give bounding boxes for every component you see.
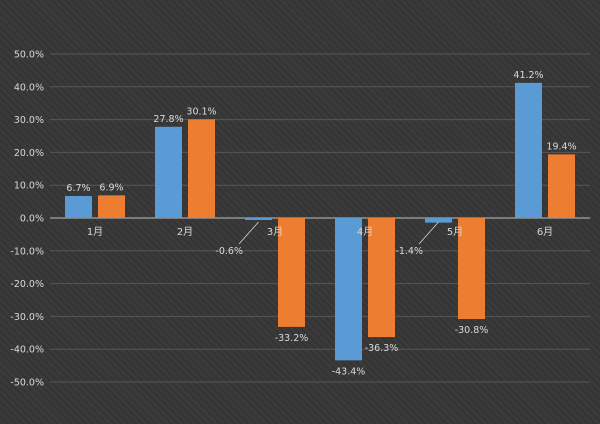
y-tick-label: 10.0% <box>14 181 44 192</box>
bar-series-1-4 <box>335 218 362 361</box>
data-label: -0.6% <box>215 246 243 257</box>
data-label: 6.9% <box>99 182 123 193</box>
data-label: -36.3% <box>365 343 399 354</box>
y-tick-label: -30.0% <box>10 312 44 323</box>
y-tick-label: 40.0% <box>14 82 44 93</box>
x-category-label: 5月 <box>447 226 463 238</box>
y-tick-label: 50.0% <box>14 50 44 61</box>
bar-series-2-2 <box>188 119 215 218</box>
bar-series-1-6 <box>515 82 542 218</box>
y-tick-label: 20.0% <box>14 148 44 159</box>
data-label: 6.7% <box>66 183 90 194</box>
x-category-label: 1月 <box>87 226 103 238</box>
data-label: -43.4% <box>332 366 366 377</box>
data-label-leader <box>418 221 439 245</box>
bar-series-2-3 <box>278 218 305 327</box>
y-tick-label: 0.0% <box>20 214 44 225</box>
bar-series-2-4 <box>368 218 395 338</box>
x-category-label: 4月 <box>357 226 373 238</box>
bar-series-2-1 <box>98 195 125 218</box>
bar-series-1-1 <box>65 196 92 218</box>
data-label: 41.2% <box>513 70 543 81</box>
bar-series-1-5 <box>425 218 452 223</box>
y-tick-label: -50.0% <box>10 378 44 389</box>
y-tick-label: 30.0% <box>14 115 44 126</box>
data-label: -30.8% <box>455 325 489 336</box>
bar-series-2-6 <box>548 154 575 218</box>
x-category-label: 2月 <box>177 226 193 238</box>
bar-series-1-3 <box>245 218 272 220</box>
data-label: 19.4% <box>546 141 576 152</box>
data-label: -1.4% <box>395 246 423 257</box>
bar-series-2-5 <box>458 218 485 320</box>
x-category-label: 3月 <box>267 226 283 238</box>
data-label-leader <box>238 221 259 245</box>
y-tick-label: -40.0% <box>10 345 44 356</box>
data-label: -33.2% <box>275 333 309 344</box>
y-tick-label: -20.0% <box>10 279 44 290</box>
bar-series-1-2 <box>155 126 182 218</box>
y-tick-label: -10.0% <box>10 246 44 257</box>
data-label: 27.8% <box>153 114 183 125</box>
x-category-label: 6月 <box>537 226 553 238</box>
data-label: 30.1% <box>186 106 216 117</box>
